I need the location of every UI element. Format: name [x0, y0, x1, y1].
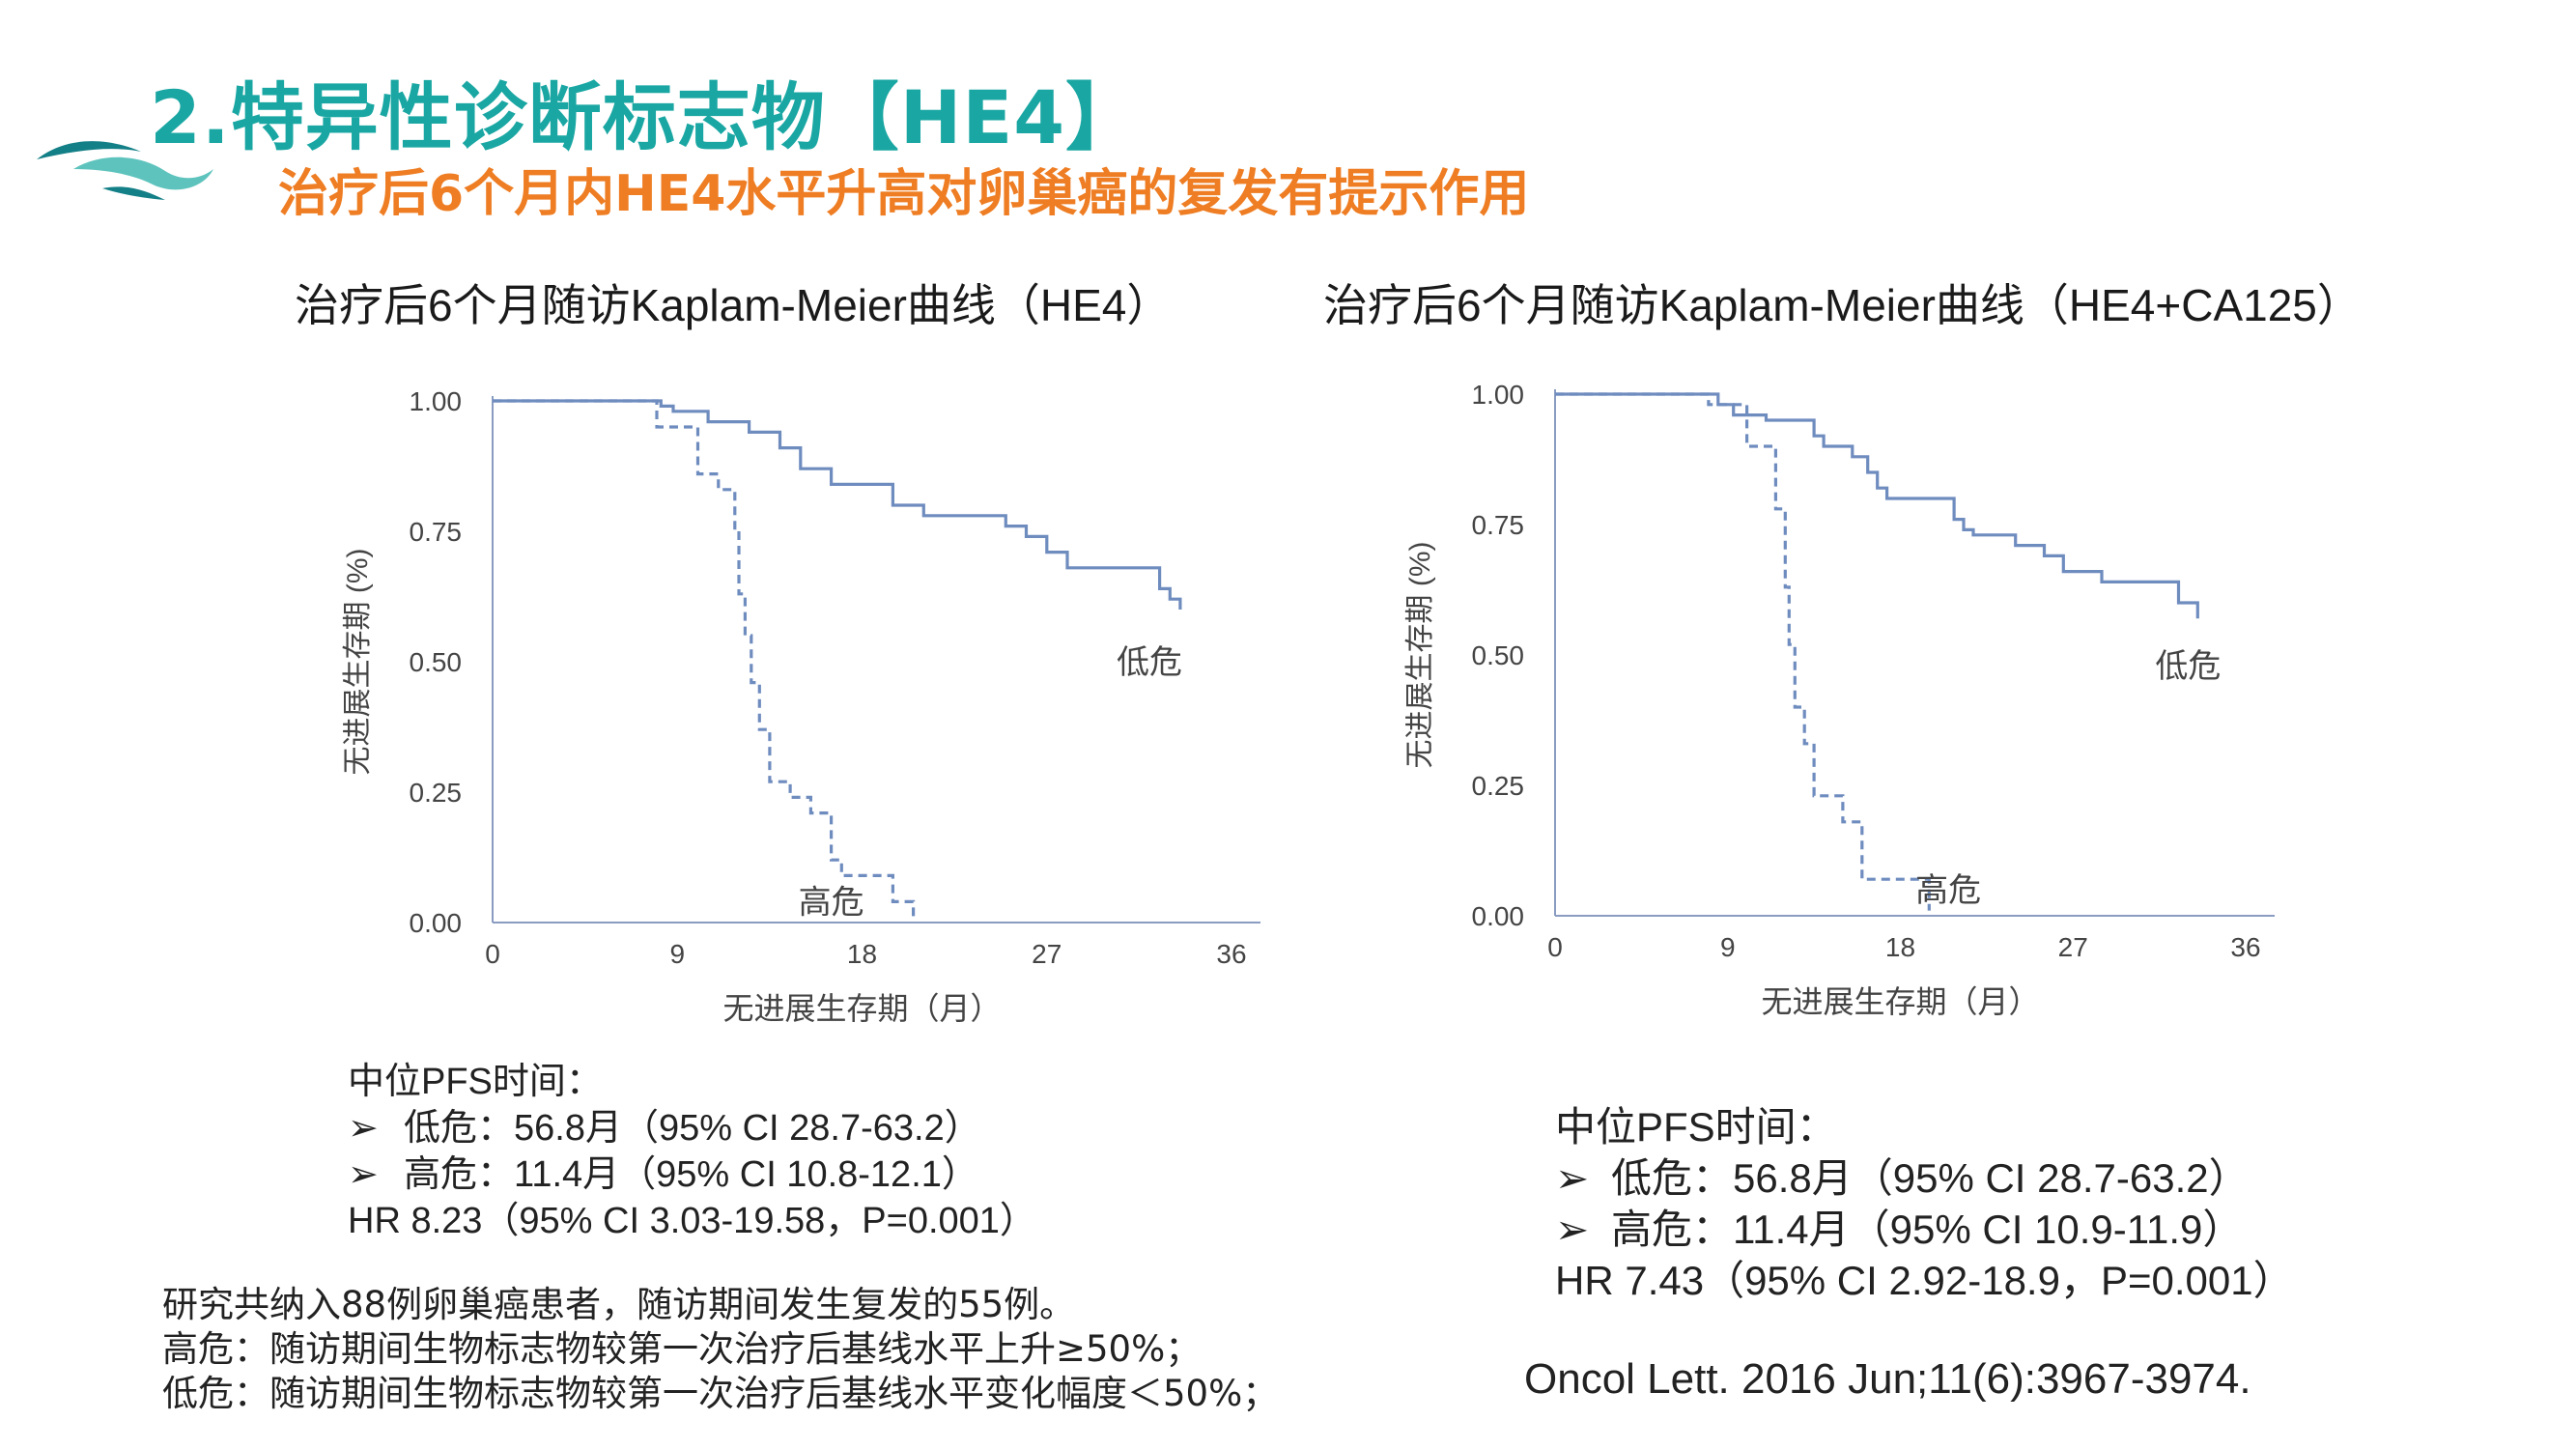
x-tick-label: 18	[1885, 932, 1915, 962]
wave-logo-icon	[37, 141, 213, 200]
series-label-high-risk: 高危	[799, 884, 864, 921]
pfs-summary-right: 中位PFS时间： ➢ 低危：56.8月（95% CI 28.7-63.2） ➢ 高危…	[1555, 1101, 2294, 1306]
pfs-low-risk: ➢ 低危：56.8月（95% CI 28.7-63.2）	[348, 1105, 1036, 1151]
arrow-bullet-icon: ➢	[1555, 1207, 1590, 1252]
pfs-hazard-ratio: HR 7.43（95% CI 2.92-18.9，P=0.001）	[1555, 1258, 2294, 1303]
pfs-summary-left: 中位PFS时间： ➢ 低危：56.8月（95% CI 28.7-63.2） ➢ 高危…	[348, 1059, 1036, 1244]
y-tick-label: 0.50	[410, 647, 463, 677]
study-cohort: 研究共纳入88例卵巢癌患者，随访期间发生复发的55例。	[162, 1284, 1076, 1325]
x-tick-label: 0	[1547, 932, 1563, 962]
citation: Oncol Lett. 2016 Jun;11(6):3967-3974.	[1524, 1355, 2251, 1403]
x-tick-label: 36	[2230, 932, 2260, 962]
pfs-high-risk: ➢ 高危：11.4月（95% CI 10.8-12.1）	[348, 1151, 1036, 1198]
chart-title-he4: 治疗后6个月随访Kaplam-Meier曲线（HE4）	[295, 280, 1172, 330]
y-axis-label: 无进展生存期 (%)	[342, 549, 374, 776]
y-tick-label: 0.25	[410, 778, 463, 808]
series-line-low-risk	[493, 399, 1182, 610]
pfs-heading: 中位PFS时间：	[348, 1062, 603, 1102]
x-axis-label: 无进展生存期（月）	[722, 991, 1001, 1026]
x-axis-label: 无进展生存期（月）	[1761, 984, 2039, 1019]
y-tick-label: 0.00	[1472, 901, 1525, 931]
y-tick-label: 0.25	[1472, 771, 1525, 801]
pfs-hazard-ratio: HR 8.23（95% CI 3.03-19.58，P=0.001）	[348, 1201, 1036, 1241]
arrow-bullet-icon: ➢	[348, 1154, 379, 1195]
pfs-low-risk-text: 低危：56.8月（95% CI 28.7-63.2）	[404, 1108, 981, 1149]
series-label-low-risk: 低危	[1117, 644, 1182, 681]
x-tick-label: 18	[847, 939, 877, 969]
study-notes: 研究共纳入88例卵巢癌患者，随访期间发生复发的55例。 高危：随访期间生物标志物…	[162, 1283, 1278, 1416]
page-title: 2.特异性诊断标志物【HE4】	[150, 74, 1141, 160]
x-tick-label: 9	[1720, 932, 1736, 962]
x-tick-label: 27	[2058, 932, 2088, 962]
y-tick-label: 0.00	[410, 908, 463, 938]
high-risk-definition: 高危：随访期间生物标志物较第一次治疗后基线水平上升≥50%；	[162, 1328, 1202, 1370]
series-label-low-risk: 低危	[2155, 648, 2221, 685]
y-tick-label: 0.50	[1472, 640, 1525, 670]
x-tick-label: 27	[1032, 939, 1062, 969]
page-subtitle: 治疗后6个月内HE4水平升高对卵巢癌的复发有提示作用	[278, 165, 1530, 223]
km-chart-he4: 0 9 18 27 36 0.00 0.25 0.50 0.75 1.00 无进展生存期（月） 无进展…	[342, 386, 1260, 1026]
arrow-bullet-icon: ➢	[348, 1108, 379, 1149]
x-tick-label: 36	[1216, 939, 1246, 969]
x-tick-label: 9	[669, 939, 685, 969]
y-tick-label: 0.75	[1472, 510, 1525, 540]
km-chart-he4-ca125: 0 9 18 27 36 0.00 0.25 0.50 0.75 1.00 无进展生存期（月） 无进展…	[1404, 380, 2275, 1019]
arrow-bullet-icon: ➢	[1555, 1155, 1590, 1201]
pfs-heading: 中位PFS时间：	[1555, 1104, 1837, 1150]
series-line-low-risk	[1555, 392, 2199, 619]
series-line-high-risk	[493, 399, 916, 918]
y-tick-label: 1.00	[1472, 380, 1525, 410]
low-risk-definition: 低危：随访期间生物标志物较第一次治疗后基线水平变化幅度＜50%；	[162, 1373, 1279, 1414]
series-label-high-risk: 高危	[1915, 872, 1981, 909]
pfs-low-risk: ➢ 低危：56.8月（95% CI 28.7-63.2）	[1555, 1152, 2294, 1204]
pfs-low-risk-text: 低危：56.8月（95% CI 28.7-63.2）	[1611, 1155, 2250, 1201]
y-axis-label: 无进展生存期 (%)	[1404, 542, 1436, 769]
pfs-high-risk: ➢ 高危：11.4月（95% CI 10.9-11.9）	[1555, 1204, 2294, 1255]
y-tick-label: 0.75	[410, 517, 463, 547]
pfs-high-risk-text: 高危：11.4月（95% CI 10.9-11.9）	[1611, 1207, 2244, 1252]
pfs-high-risk-text: 高危：11.4月（95% CI 10.8-12.1）	[404, 1154, 978, 1195]
y-tick-label: 1.00	[410, 386, 463, 416]
x-tick-label: 0	[485, 939, 500, 969]
chart-title-he4-ca125: 治疗后6个月随访Kaplam-Meier曲线（HE4+CA125）	[1323, 280, 2362, 330]
